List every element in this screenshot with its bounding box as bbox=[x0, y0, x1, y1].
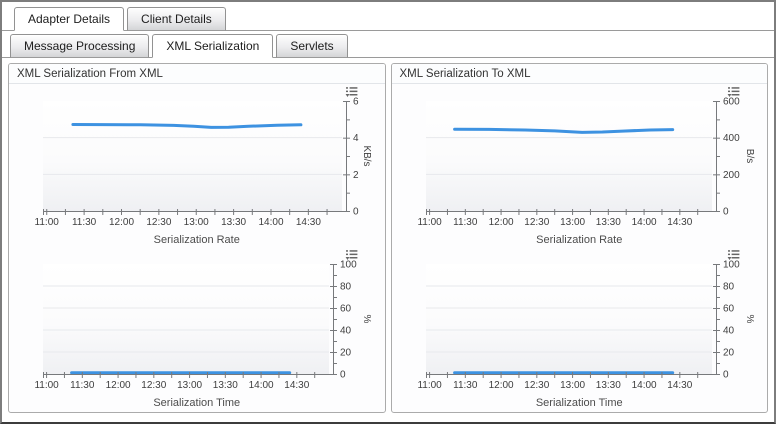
svg-text:4: 4 bbox=[353, 133, 359, 144]
svg-text:6: 6 bbox=[353, 97, 359, 108]
chart-block-from-rate: 11:00 11:30 12:00 12:30 13:00 13:30 14:00 14:30… bbox=[9, 84, 385, 246]
svg-text:14:30: 14:30 bbox=[296, 217, 321, 228]
svg-text:13:30: 13:30 bbox=[213, 380, 238, 391]
panels-container: XML Serialization From XML 11:00 11:30 12:… bbox=[2, 58, 774, 413]
panel-xml-serialization-to-xml: XML Serialization To XML 11:00 11:30 12:00… bbox=[390, 63, 768, 413]
chart-title: Serialization Time bbox=[535, 397, 623, 409]
svg-text:%: % bbox=[361, 315, 372, 324]
svg-text:12:30: 12:30 bbox=[141, 380, 166, 391]
legend-menu-icon[interactable] bbox=[727, 86, 740, 99]
svg-text:14:00: 14:00 bbox=[631, 217, 656, 228]
legend-menu-icon[interactable] bbox=[727, 249, 740, 262]
panel-xml-serialization-from-xml: XML Serialization From XML 11:00 11:30 12:… bbox=[8, 63, 386, 413]
chart-title: Serialization Rate bbox=[536, 234, 623, 246]
tab-adapter-details[interactable]: Adapter Details bbox=[14, 7, 125, 31]
svg-text:200: 200 bbox=[723, 170, 740, 181]
svg-text:0: 0 bbox=[723, 207, 729, 218]
panel-title: XML Serialization To XML bbox=[391, 64, 767, 84]
svg-text:11:00: 11:00 bbox=[417, 217, 442, 228]
svg-text:11:00: 11:00 bbox=[34, 380, 59, 391]
svg-text:14:30: 14:30 bbox=[284, 380, 309, 391]
svg-text:400: 400 bbox=[723, 133, 740, 144]
tab-servlets[interactable]: Servlets bbox=[276, 34, 348, 58]
tab-message-processing[interactable]: Message Processing bbox=[10, 34, 150, 58]
svg-text:40: 40 bbox=[723, 326, 735, 337]
svg-text:14:00: 14:00 bbox=[258, 217, 283, 228]
tab-xml-serialization[interactable]: XML Serialization bbox=[152, 34, 274, 58]
chart-title: Serialization Rate bbox=[153, 234, 240, 246]
svg-text:13:30: 13:30 bbox=[221, 217, 246, 228]
primary-tab-bar: Adapter Details Client Details bbox=[2, 2, 774, 31]
svg-text:0: 0 bbox=[723, 370, 729, 381]
chart-title: Serialization Time bbox=[153, 397, 241, 409]
svg-text:13:00: 13:00 bbox=[560, 380, 585, 391]
svg-text:13:00: 13:00 bbox=[560, 217, 585, 228]
svg-text:11:00: 11:00 bbox=[417, 380, 442, 391]
svg-text:KB/s: KB/s bbox=[361, 145, 372, 166]
tab-client-details[interactable]: Client Details bbox=[127, 7, 226, 31]
svg-text:12:00: 12:00 bbox=[106, 380, 131, 391]
panel-title: XML Serialization From XML bbox=[9, 64, 385, 84]
svg-text:B/s: B/s bbox=[744, 149, 755, 163]
svg-text:14:30: 14:30 bbox=[667, 380, 692, 391]
svg-text:11:00: 11:00 bbox=[35, 217, 60, 228]
chart-block-to-rate: 11:00 11:30 12:00 12:30 13:00 13:30 14:00 14:30… bbox=[392, 84, 768, 246]
svg-text:13:30: 13:30 bbox=[595, 217, 620, 228]
chart-canvas-from-time: 11:00 11:30 12:00 12:30 13:00 13:30 14:00 14:30… bbox=[34, 260, 372, 392]
svg-text:12:30: 12:30 bbox=[146, 217, 171, 228]
svg-text:12:00: 12:00 bbox=[488, 217, 513, 228]
chart-block-from-time: 11:00 11:30 12:00 12:30 13:00 13:30 14:00 14:30… bbox=[9, 247, 385, 409]
chart-canvas-from-rate: 11:00 11:30 12:00 12:30 13:00 13:30 14:00 14:30… bbox=[35, 97, 372, 229]
chart-canvas-to-time: 11:00 11:30 12:00 12:30 13:00 13:30 14:00 14:30… bbox=[417, 260, 755, 392]
svg-text:0: 0 bbox=[340, 370, 346, 381]
svg-text:12:30: 12:30 bbox=[524, 217, 549, 228]
secondary-tab-bar: Message Processing XML Serialization Ser… bbox=[2, 31, 774, 58]
svg-text:11:30: 11:30 bbox=[453, 217, 478, 228]
svg-text:11:30: 11:30 bbox=[72, 217, 97, 228]
svg-text:60: 60 bbox=[340, 304, 352, 315]
svg-text:80: 80 bbox=[723, 282, 735, 293]
svg-text:100: 100 bbox=[340, 260, 357, 271]
svg-text:%: % bbox=[744, 315, 755, 324]
chart-block-to-time: 11:00 11:30 12:00 12:30 13:00 13:30 14:00 14:30… bbox=[392, 247, 768, 409]
svg-text:14:00: 14:00 bbox=[631, 380, 656, 391]
svg-text:14:00: 14:00 bbox=[249, 380, 274, 391]
svg-text:2: 2 bbox=[353, 170, 359, 181]
svg-text:13:00: 13:00 bbox=[184, 217, 209, 228]
svg-text:0: 0 bbox=[353, 207, 359, 218]
svg-text:100: 100 bbox=[723, 260, 740, 271]
svg-text:60: 60 bbox=[723, 304, 735, 315]
svg-text:20: 20 bbox=[723, 348, 735, 359]
svg-text:12:30: 12:30 bbox=[524, 380, 549, 391]
svg-text:20: 20 bbox=[340, 348, 352, 359]
svg-text:80: 80 bbox=[340, 282, 352, 293]
legend-menu-icon[interactable] bbox=[345, 86, 358, 99]
svg-text:40: 40 bbox=[340, 326, 352, 337]
svg-text:14:30: 14:30 bbox=[667, 217, 692, 228]
svg-text:12:00: 12:00 bbox=[488, 380, 513, 391]
chart-canvas-to-rate: 11:00 11:30 12:00 12:30 13:00 13:30 14:00 14:30… bbox=[417, 97, 755, 229]
svg-text:13:00: 13:00 bbox=[177, 380, 202, 391]
svg-text:13:30: 13:30 bbox=[595, 380, 620, 391]
legend-menu-icon[interactable] bbox=[345, 249, 358, 262]
svg-text:11:30: 11:30 bbox=[453, 380, 478, 391]
svg-text:12:00: 12:00 bbox=[109, 217, 134, 228]
svg-text:600: 600 bbox=[723, 97, 740, 108]
svg-text:11:30: 11:30 bbox=[70, 380, 95, 391]
